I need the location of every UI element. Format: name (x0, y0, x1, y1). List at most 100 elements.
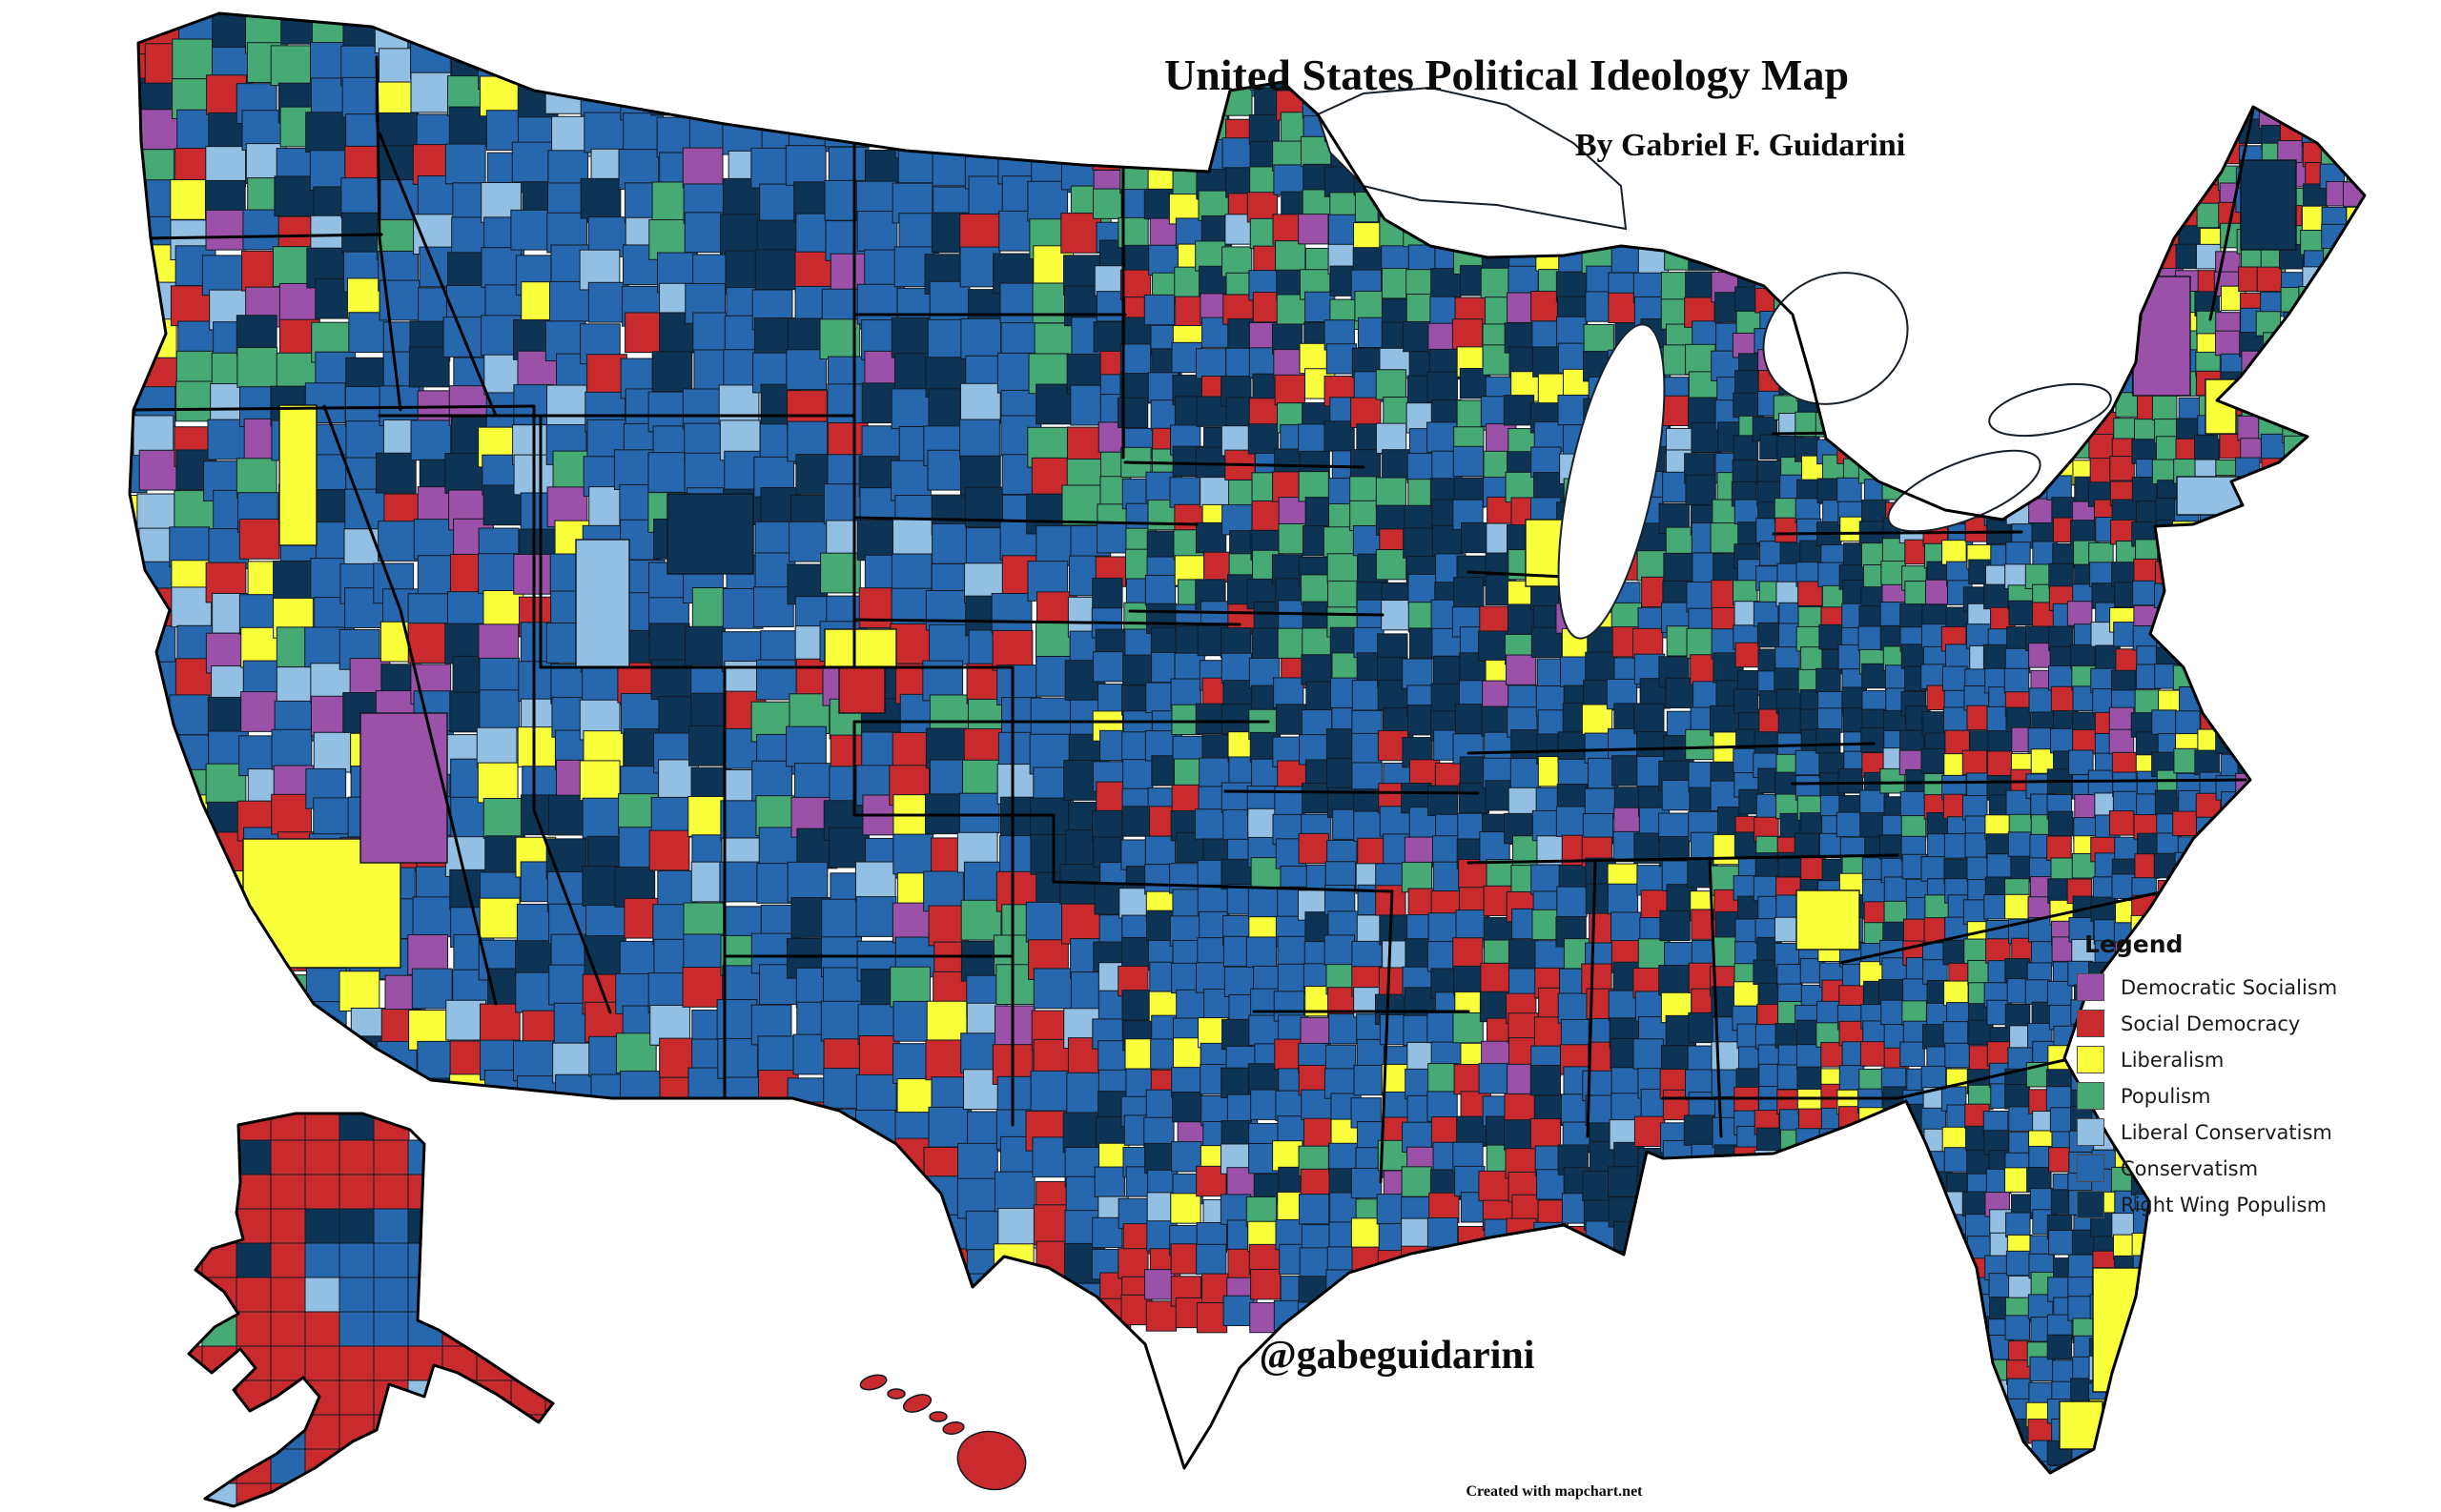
county-cell (1663, 552, 1694, 584)
county-cell (2157, 605, 2184, 631)
county-cell (1250, 1269, 1282, 1300)
county-cell (719, 861, 761, 903)
county-cell (1273, 677, 1304, 708)
county-cell (1796, 1066, 1822, 1093)
county-cell (1733, 981, 1759, 1007)
borough-cell (270, 1277, 307, 1314)
county-cell (1248, 657, 1281, 689)
county-cell (794, 763, 835, 804)
county-cell (925, 589, 967, 631)
county-cell (2364, 183, 2365, 210)
county-cell (716, 999, 758, 1040)
county-cell (408, 346, 450, 388)
county-cell (1861, 499, 1887, 525)
hawaii-island (902, 1394, 933, 1413)
county-cell (313, 797, 354, 839)
borough-cell (270, 1114, 307, 1142)
county-cell (2154, 582, 2180, 609)
county-cell (1175, 217, 1207, 249)
county-cell (1030, 697, 1072, 739)
page-title: United States Political Ideology Map (1163, 51, 1850, 99)
county-cell (960, 899, 1002, 941)
county-cell (1800, 854, 1826, 881)
county-cell (1942, 1021, 1969, 1047)
county-cell (891, 317, 933, 358)
county-cell (2090, 896, 2116, 923)
borough-cell (304, 1174, 341, 1211)
county-cell (170, 179, 212, 220)
county-mosaic (130, 13, 2365, 1473)
county-cell (925, 1039, 967, 1081)
county-cell (1401, 1166, 1432, 1197)
legend-title: Legend (2084, 930, 2184, 958)
county-cell (2066, 601, 2093, 626)
county-cell (1251, 500, 1282, 532)
county-cell (1351, 762, 1383, 793)
county-cell (1794, 832, 1820, 859)
county-cell (205, 209, 247, 251)
county-cell (1755, 1127, 1782, 1154)
county-cell (926, 1000, 968, 1042)
alaska-mosaic (189, 1114, 553, 1506)
county-cell (1986, 853, 2013, 879)
county-cell (1194, 808, 1226, 840)
county-cell (1274, 374, 1305, 406)
county-cell (1452, 1011, 1484, 1044)
county-cell (171, 586, 213, 628)
county-cell (1197, 884, 1229, 916)
county-cell (2323, 247, 2349, 274)
county-cell (1277, 935, 1308, 968)
county-cell (1169, 863, 1200, 894)
county-cell (856, 211, 898, 252)
county-cell (1196, 1243, 1227, 1276)
county-cell (1353, 810, 1385, 842)
california-sierra-yellow-strip (278, 404, 318, 546)
county-cell (1942, 706, 1969, 732)
hawaii-island (887, 1388, 906, 1400)
county-cell (580, 177, 622, 219)
county-cell (684, 212, 726, 254)
county-cell (788, 1101, 830, 1143)
county-cell (959, 419, 1000, 460)
county-cell (2133, 558, 2159, 584)
county-cell (1503, 395, 1535, 426)
county-cell (1941, 665, 1968, 692)
borough-cell (510, 1379, 547, 1417)
county-cell (1426, 421, 1458, 453)
county-cell (546, 384, 587, 426)
county-cell (1301, 574, 1332, 605)
county-cell (1505, 654, 1537, 685)
county-cell (273, 560, 314, 602)
county-cell (1327, 580, 1359, 612)
county-cell (2136, 1276, 2162, 1302)
county-cell (2046, 475, 2072, 501)
county-cell (1633, 1115, 1666, 1147)
county-cell (479, 689, 521, 731)
county-cell (1061, 484, 1103, 526)
county-cell (1122, 759, 1154, 790)
county-cell (1119, 343, 1152, 375)
county-cell (1301, 654, 1332, 685)
county-cell (512, 1040, 554, 1082)
county-cell (1169, 477, 1200, 508)
borough-cell (407, 1277, 444, 1314)
county-cell (2156, 624, 2182, 651)
state-border-line (1772, 530, 2023, 536)
county-cell (407, 13, 449, 49)
county-cell (1734, 370, 1760, 396)
borough-cell (373, 1242, 410, 1279)
county-cell (1965, 1338, 1992, 1364)
county-cell (1220, 627, 1252, 659)
county-cell (1196, 1301, 1228, 1334)
county-cell (1354, 290, 1385, 322)
borough-cell (373, 1311, 410, 1348)
legend-swatch-lc (2077, 1118, 2104, 1146)
county-cell (1659, 909, 1691, 942)
county-cell (1774, 667, 1799, 693)
county-cell (1717, 243, 1749, 275)
county-cell (2175, 710, 2201, 736)
county-cell (2151, 395, 2178, 421)
county-cell (620, 1071, 661, 1112)
county-cell (1795, 749, 1821, 776)
